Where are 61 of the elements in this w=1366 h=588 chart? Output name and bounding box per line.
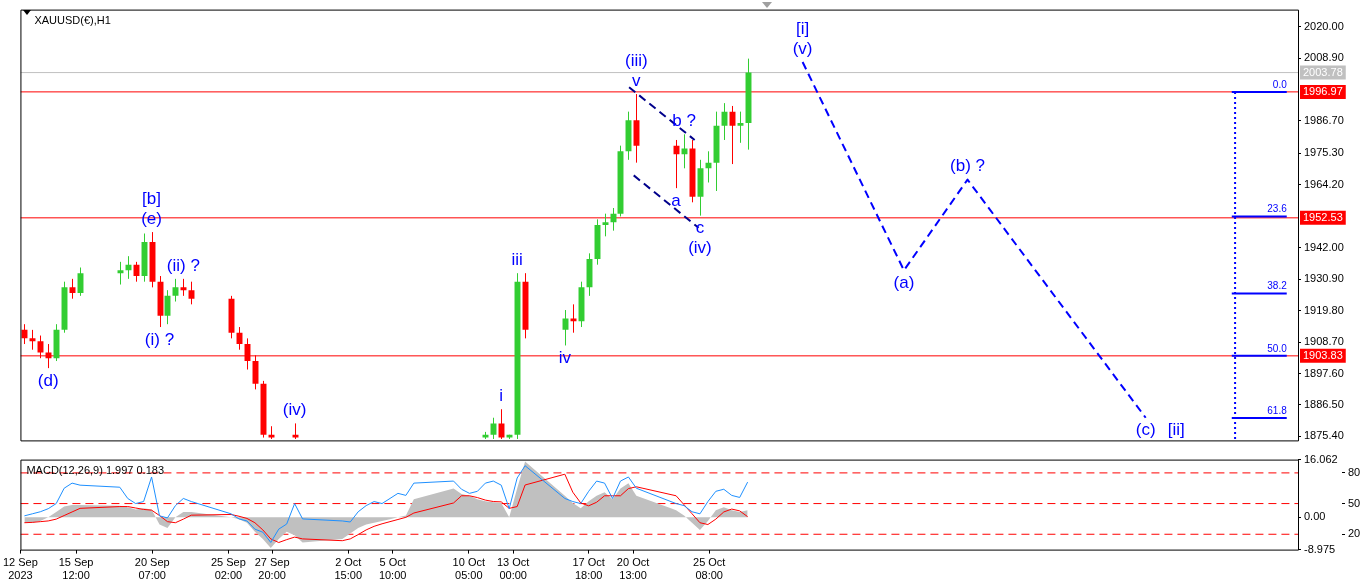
y-tick-label: 1942.00 [1304, 240, 1344, 253]
annotation: (b) ? [950, 156, 985, 176]
annotation: (ii) ? [166, 255, 200, 275]
annotation: (iv) [688, 238, 712, 258]
ref-line-label: 1952.53 [1303, 210, 1343, 223]
annotation: [b] [142, 188, 162, 208]
x-tick-label: 15 Sep 12:00 [58, 556, 94, 582]
x-tick-label: 13 Oct 00:00 [496, 556, 530, 582]
chart-title: XAUUSD(€),H1 [34, 13, 111, 26]
x-tick-label: 12 Sep 2023 [2, 556, 38, 582]
y2-tick-label: 80 [1348, 465, 1361, 478]
annotation: 38.2 [1267, 280, 1288, 292]
y-tick-label: 1908.70 [1304, 335, 1344, 348]
ref-line-label: 1996.97 [1303, 84, 1343, 97]
y2-tick-label: 50 [1348, 496, 1361, 509]
annotation: v [632, 70, 642, 90]
y-tick-label: -8.975 [1304, 542, 1336, 555]
ref-line-label: 2003.78 [1303, 65, 1343, 78]
y-tick-label: 1964.20 [1304, 177, 1344, 190]
y-tick-label: 1875.40 [1304, 429, 1344, 442]
annotation: (v) [792, 38, 813, 58]
annotation: b ? [672, 110, 696, 130]
x-tick-label: 17 Oct 18:00 [572, 556, 605, 582]
y-tick-label: 1919.80 [1304, 303, 1344, 316]
annotation: c [695, 218, 705, 238]
annotation: 23.6 [1267, 203, 1288, 215]
x-tick-label: 20 Sep 07:00 [134, 556, 170, 582]
annotation: (iv) [282, 400, 307, 420]
ref-line-label: 1903.83 [1303, 348, 1343, 361]
annotation: 0.0 [1272, 78, 1288, 90]
annotation: 61.8 [1267, 404, 1288, 416]
annotation: [ii] [1167, 420, 1185, 440]
annotation: i [499, 385, 504, 405]
x-tick-label: 25 Oct 08:00 [693, 556, 726, 582]
line-series [801, 61, 1147, 419]
annotation: [i] [795, 18, 810, 38]
annotation: a [671, 190, 682, 210]
x-tick-label: 27 Sep 20:00 [254, 556, 290, 582]
annotation: (iii) [625, 50, 648, 70]
x-tick-label: 2 Oct 15:00 [334, 556, 363, 582]
chart-title: MACD(12,26,9) 1.997 0.183 [26, 463, 165, 476]
y-tick-label: 0.00 [1304, 510, 1326, 523]
x-tick-label: 5 Oct 10:00 [378, 556, 407, 582]
annotation: (c) [1135, 420, 1156, 440]
x-tick-label: 20 Oct 13:00 [616, 556, 650, 582]
y-tick-label: 16.062 [1304, 452, 1338, 465]
y-tick-label: 1986.70 [1304, 114, 1344, 127]
y-tick-label: 1930.90 [1304, 272, 1344, 285]
annotation: iii [511, 249, 523, 269]
x-tick-label: 10 Oct 05:00 [452, 556, 486, 582]
annotation: (a) [893, 273, 915, 293]
y-tick-label: 2008.90 [1304, 51, 1344, 64]
x-tick-label: 25 Sep 02:00 [210, 556, 246, 582]
annotation: (i) ? [144, 329, 175, 349]
y-tick-label: 2020.00 [1304, 19, 1344, 32]
annotation: 50.0 [1267, 342, 1288, 354]
y-tick-label: 1897.60 [1304, 366, 1344, 379]
y-tick-label: 1886.50 [1304, 398, 1344, 410]
y2-tick-label: 20 [1348, 527, 1361, 540]
y-tick-label: 1975.30 [1304, 146, 1344, 159]
annotation: (d) [37, 370, 59, 390]
